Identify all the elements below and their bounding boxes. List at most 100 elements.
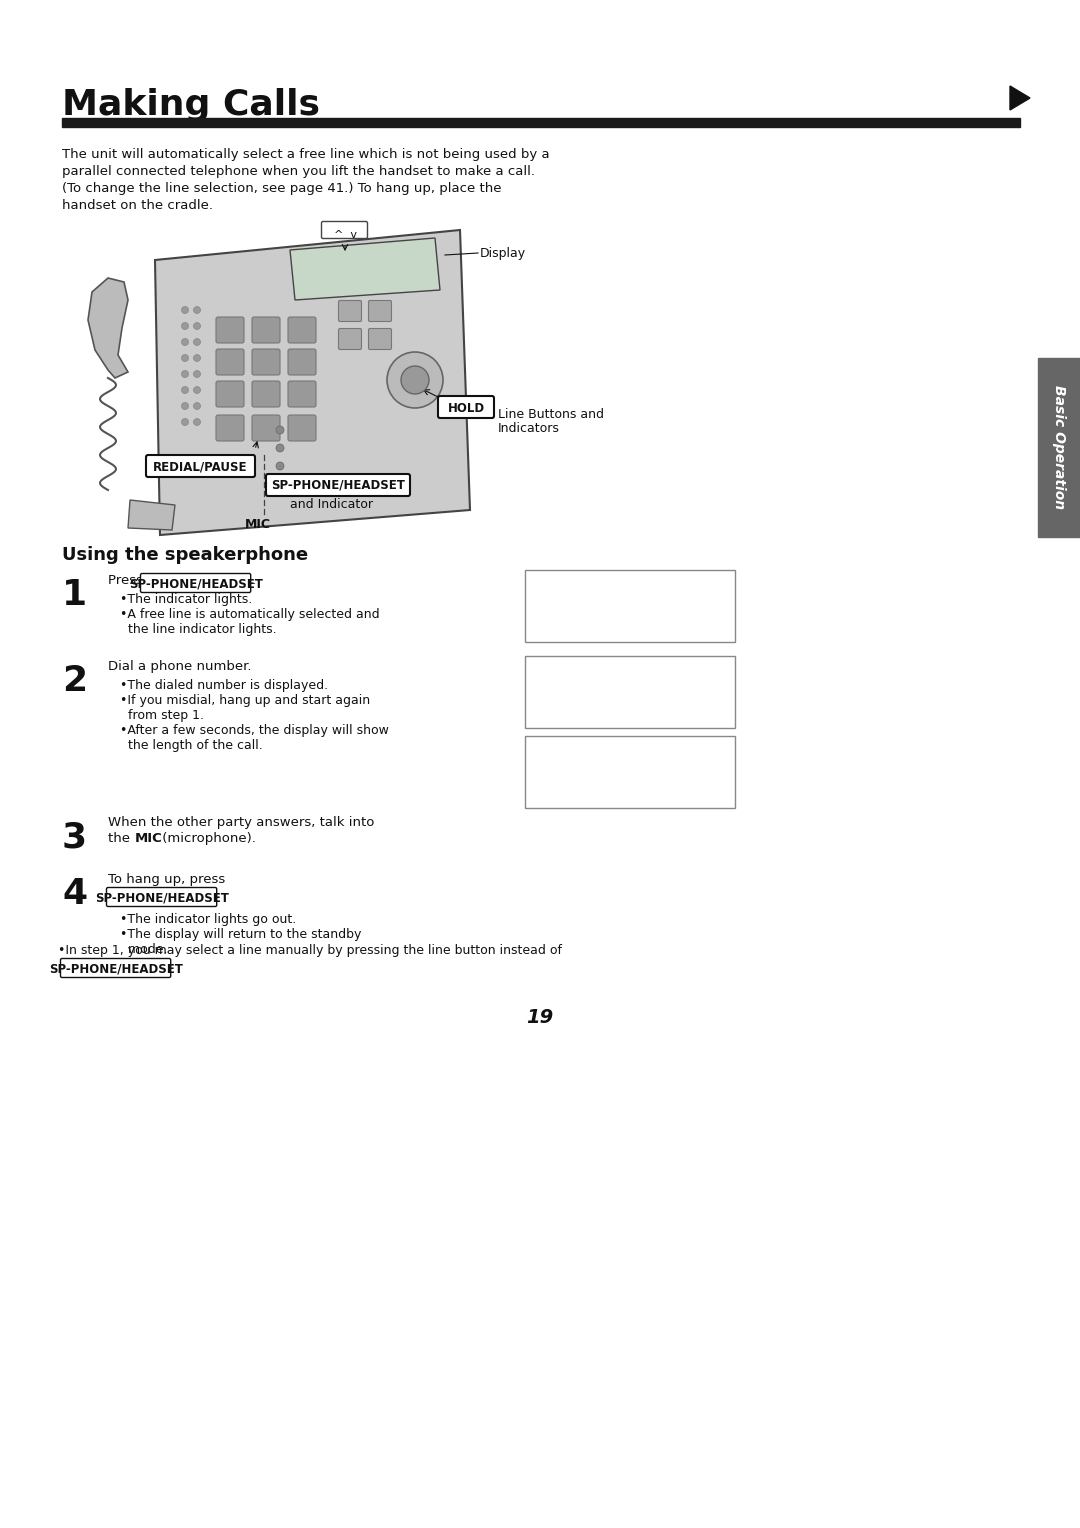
Text: To hang up, press: To hang up, press: [108, 872, 226, 886]
Text: handset on the cradle.: handset on the cradle.: [62, 199, 213, 212]
Circle shape: [181, 307, 189, 313]
Text: from step 1.: from step 1.: [120, 709, 204, 723]
Text: ^, v: ^, v: [332, 228, 357, 241]
Text: AM: AM: [572, 740, 584, 749]
Text: HOLD: HOLD: [447, 402, 485, 416]
Circle shape: [181, 387, 189, 394]
Text: Line Buttons and: Line Buttons and: [498, 408, 604, 422]
Text: mode.: mode.: [120, 943, 167, 957]
Polygon shape: [156, 231, 470, 535]
Text: SP-PHONE/HEADSET: SP-PHONE/HEADSET: [129, 578, 262, 590]
Circle shape: [181, 322, 189, 330]
FancyBboxPatch shape: [525, 656, 735, 727]
Text: MIC: MIC: [245, 518, 271, 532]
Text: .: .: [252, 575, 255, 587]
Circle shape: [193, 370, 201, 377]
FancyBboxPatch shape: [338, 301, 362, 321]
Text: parallel connected telephone when you lift the handset to make a call.: parallel connected telephone when you li…: [62, 165, 535, 177]
Text: 2: 2: [62, 665, 87, 698]
Text: Basic Operation: Basic Operation: [1052, 385, 1066, 509]
Text: AM: AM: [572, 576, 584, 585]
Circle shape: [193, 354, 201, 362]
Circle shape: [193, 307, 201, 313]
Circle shape: [181, 419, 189, 425]
FancyBboxPatch shape: [288, 316, 316, 342]
Circle shape: [181, 370, 189, 377]
FancyBboxPatch shape: [322, 222, 367, 238]
Circle shape: [181, 339, 189, 345]
Text: •The indicator lights go out.: •The indicator lights go out.: [120, 914, 296, 926]
Text: the line indicator lights.: the line indicator lights.: [120, 623, 276, 636]
Text: Display: Display: [480, 248, 526, 260]
Text: 11:50: 11:50: [531, 578, 564, 588]
Text: and Indicator: and Indicator: [291, 498, 373, 510]
FancyBboxPatch shape: [338, 329, 362, 350]
FancyBboxPatch shape: [288, 348, 316, 374]
FancyBboxPatch shape: [525, 736, 735, 808]
Text: •The dialed number is displayed.: •The dialed number is displayed.: [120, 678, 328, 692]
Text: •After a few seconds, the display will show: •After a few seconds, the display will s…: [120, 724, 389, 736]
Circle shape: [276, 480, 284, 487]
Text: Using the speakerphone: Using the speakerphone: [62, 545, 308, 564]
FancyBboxPatch shape: [368, 301, 391, 321]
Text: REDIAL/PAUSE: REDIAL/PAUSE: [152, 460, 247, 474]
Circle shape: [193, 402, 201, 410]
Text: Dial a phone number.: Dial a phone number.: [108, 660, 252, 672]
Text: the: the: [108, 833, 134, 845]
FancyBboxPatch shape: [252, 316, 280, 342]
Text: 4: 4: [62, 877, 87, 911]
Text: The unit will automatically select a free line which is not being used by a: The unit will automatically select a fre…: [62, 148, 550, 160]
FancyBboxPatch shape: [107, 888, 217, 906]
Text: AM: AM: [572, 660, 584, 669]
Bar: [1038, 358, 1080, 536]
Text: 1: 1: [62, 578, 87, 613]
FancyBboxPatch shape: [216, 316, 244, 342]
FancyBboxPatch shape: [252, 380, 280, 406]
FancyBboxPatch shape: [252, 416, 280, 442]
Circle shape: [193, 419, 201, 425]
Text: •In step 1, you may select a line manually by pressing the line button instead o: •In step 1, you may select a line manual…: [58, 944, 562, 957]
Circle shape: [193, 339, 201, 345]
Circle shape: [387, 351, 443, 408]
Text: 11:50: 11:50: [531, 743, 564, 752]
Text: •A free line is automatically selected and: •A free line is automatically selected a…: [120, 608, 380, 620]
Text: Indicators: Indicators: [498, 422, 559, 435]
Text: 3: 3: [62, 821, 87, 854]
FancyBboxPatch shape: [146, 455, 255, 477]
FancyBboxPatch shape: [438, 396, 494, 419]
Text: Press: Press: [108, 575, 147, 587]
FancyBboxPatch shape: [60, 958, 171, 978]
Text: •The display will return to the standby: •The display will return to the standby: [120, 927, 362, 941]
Polygon shape: [291, 238, 440, 299]
FancyBboxPatch shape: [288, 380, 316, 406]
Circle shape: [193, 322, 201, 330]
FancyBboxPatch shape: [216, 416, 244, 442]
Text: SP-PHONE/HEADSET: SP-PHONE/HEADSET: [271, 478, 405, 492]
Circle shape: [276, 426, 284, 434]
FancyBboxPatch shape: [288, 416, 316, 442]
Text: the length of the call.: the length of the call.: [120, 740, 262, 752]
Polygon shape: [1010, 86, 1030, 110]
FancyBboxPatch shape: [140, 573, 251, 593]
FancyBboxPatch shape: [266, 474, 410, 497]
Circle shape: [276, 445, 284, 452]
Text: 19: 19: [526, 1008, 554, 1027]
Text: 11/24: 11/24: [583, 743, 616, 752]
Circle shape: [193, 387, 201, 394]
Circle shape: [276, 461, 284, 471]
Circle shape: [181, 354, 189, 362]
Circle shape: [181, 402, 189, 410]
Text: 0-00-00: 0-00-00: [585, 772, 666, 792]
Polygon shape: [129, 500, 175, 530]
Text: •If you misdial, hang up and start again: •If you misdial, hang up and start again: [120, 694, 370, 707]
Text: MIC: MIC: [135, 833, 163, 845]
Text: SP-PHONE/HEADSET: SP-PHONE/HEADSET: [49, 963, 183, 975]
FancyBboxPatch shape: [216, 348, 244, 374]
FancyBboxPatch shape: [368, 329, 391, 350]
FancyBboxPatch shape: [252, 348, 280, 374]
Text: ^  v: ^ v: [334, 231, 356, 240]
Text: Making Calls: Making Calls: [62, 89, 320, 122]
Text: When the other party answers, talk into: When the other party answers, talk into: [108, 816, 375, 830]
Text: 11/24: 11/24: [583, 578, 616, 588]
Polygon shape: [87, 278, 129, 377]
